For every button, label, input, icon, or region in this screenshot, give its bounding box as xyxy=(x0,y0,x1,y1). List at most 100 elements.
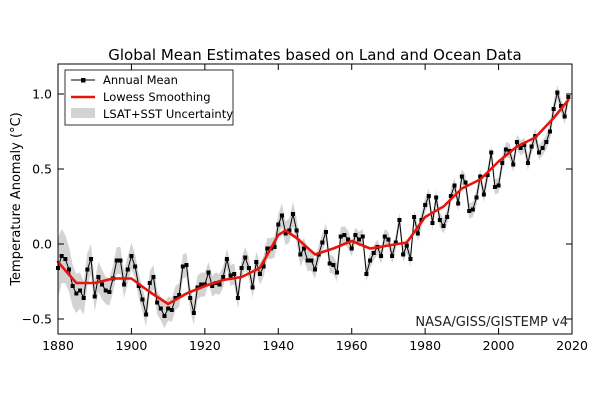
annual-mean-point-2005 xyxy=(514,140,519,144)
annual-mean-layer xyxy=(56,90,571,318)
annual-mean-point-1905 xyxy=(147,281,152,285)
annual-mean-point-1953 xyxy=(324,230,329,234)
annual-mean-point-1928 xyxy=(232,272,237,276)
legend-uncertainty-swatch xyxy=(71,108,95,118)
annual-mean-point-1961 xyxy=(353,233,358,237)
y-axis-label: Temperature Anomaly (°C) xyxy=(9,112,24,286)
x-tick-label-1900: 1900 xyxy=(116,338,148,353)
annual-mean-point-1995 xyxy=(478,174,483,179)
annual-mean-point-1890 xyxy=(92,294,97,299)
annual-mean-point-1916 xyxy=(188,296,193,300)
annual-mean-point-2007 xyxy=(522,143,527,147)
annual-mean-point-2013 xyxy=(544,140,549,144)
annual-mean-point-1886 xyxy=(78,288,83,293)
annual-mean-point-1949 xyxy=(309,258,314,263)
annual-mean-point-1946 xyxy=(298,252,303,257)
annual-mean-point-1926 xyxy=(224,257,229,261)
annual-mean-point-1971 xyxy=(390,254,395,258)
y-tick-label-1: 1.0 xyxy=(32,87,52,102)
annual-mean-point-1911 xyxy=(169,308,174,312)
annual-mean-point-1937 xyxy=(265,246,270,251)
x-tick-label-1960: 1960 xyxy=(336,338,368,353)
annual-mean-point-1947 xyxy=(301,246,306,251)
annual-mean-point-1885 xyxy=(74,291,79,296)
annual-mean-point-1922 xyxy=(210,284,215,288)
annual-mean-point-1987 xyxy=(448,194,453,198)
annual-mean-point-2014 xyxy=(547,129,552,134)
annual-mean-point-1977 xyxy=(412,215,417,219)
annual-mean-point-1996 xyxy=(481,192,486,197)
annual-mean-point-1943 xyxy=(287,228,292,233)
annual-mean-point-1944 xyxy=(290,212,295,216)
annual-mean-point-1999 xyxy=(492,185,497,189)
annual-mean-point-1956 xyxy=(335,270,340,275)
annual-mean-point-2018 xyxy=(562,114,567,119)
annual-mean-point-1901 xyxy=(133,264,138,269)
annual-mean-point-1910 xyxy=(166,306,171,311)
annual-mean-point-1981 xyxy=(426,194,431,198)
annual-mean-point-2000 xyxy=(496,183,501,188)
annual-mean-point-1993 xyxy=(470,207,475,212)
annual-mean-point-1900 xyxy=(129,254,134,258)
annual-mean-point-1978 xyxy=(415,231,420,236)
annual-mean-point-1915 xyxy=(184,263,189,267)
annual-mean-point-1894 xyxy=(107,290,112,294)
annual-mean-point-1908 xyxy=(158,306,163,311)
annual-mean-point-1902 xyxy=(136,284,141,288)
legend-item-lowess-smoothing: Lowess Smoothing xyxy=(71,90,211,104)
annual-mean-point-1909 xyxy=(162,314,167,318)
annual-mean-point-1970 xyxy=(386,237,391,242)
annual-mean-point-2017 xyxy=(558,104,563,108)
x-tick-label-1940: 1940 xyxy=(262,338,294,353)
annual-mean-point-1907 xyxy=(155,300,160,305)
axis-ticks: 1880 1900 1920 1940 1960 1980 2000 2020 −0.5 0.0 0… xyxy=(22,64,588,353)
annual-mean-point-1972 xyxy=(393,240,398,245)
annual-mean-point-1966 xyxy=(371,251,376,255)
annual-mean-point-2008 xyxy=(525,161,530,165)
annual-mean-point-1989 xyxy=(456,201,461,206)
annual-mean-point-1883 xyxy=(67,267,72,272)
annual-mean-point-1917 xyxy=(191,311,196,315)
annual-mean-point-1898 xyxy=(122,282,127,287)
annual-mean-point-1893 xyxy=(103,288,108,293)
annual-mean-point-1994 xyxy=(474,195,479,200)
annual-mean-point-1968 xyxy=(379,254,384,258)
annual-mean-point-1985 xyxy=(441,224,446,228)
annual-mean-point-1984 xyxy=(437,218,442,222)
annual-mean-point-1892 xyxy=(100,282,105,287)
annual-mean-point-1963 xyxy=(360,234,365,239)
annual-mean-point-1954 xyxy=(327,261,332,266)
annual-mean-point-1918 xyxy=(195,285,200,290)
lowess-smoothing-line xyxy=(56,98,570,306)
legend-item-annual-mean: Annual Mean xyxy=(71,73,178,87)
annual-mean-point-1998 xyxy=(489,150,494,155)
annual-mean-point-1939 xyxy=(272,245,277,249)
annual-mean-point-1932 xyxy=(246,266,251,270)
annual-mean-point-1942 xyxy=(283,231,288,236)
legend-item-uncertainty: LSAT+SST Uncertainty xyxy=(71,107,233,121)
annual-mean-point-2011 xyxy=(536,150,541,155)
annual-mean-point-1964 xyxy=(364,272,369,276)
annual-mean-point-1914 xyxy=(180,264,185,269)
annual-mean-point-1889 xyxy=(89,257,94,261)
y-tick-label-0.5: 0.5 xyxy=(32,162,52,177)
annual-mean-point-1997 xyxy=(485,173,490,177)
annual-mean-point-1941 xyxy=(279,213,284,218)
legend: Annual Mean Lowess Smoothing LSAT+SST Un… xyxy=(64,69,234,126)
plot-area-frame xyxy=(57,63,573,335)
x-tick-label-1880: 1880 xyxy=(42,338,74,353)
chart-title: Global Mean Estimates based on Land and … xyxy=(108,46,522,64)
annual-mean-point-1903 xyxy=(140,297,145,302)
annual-mean-point-1959 xyxy=(346,237,351,242)
annual-mean-point-1897 xyxy=(118,258,123,263)
annual-mean-point-2016 xyxy=(555,90,560,95)
annual-mean-point-2006 xyxy=(518,146,523,150)
annual-mean-point-1899 xyxy=(125,267,130,272)
annual-mean-point-2015 xyxy=(551,107,556,111)
uncertainty-band-layer xyxy=(58,85,569,328)
annual-mean-point-1884 xyxy=(70,284,75,288)
annual-mean-point-2002 xyxy=(503,147,508,152)
annual-mean-point-1920 xyxy=(202,282,207,287)
annual-mean-point-2004 xyxy=(511,162,516,167)
